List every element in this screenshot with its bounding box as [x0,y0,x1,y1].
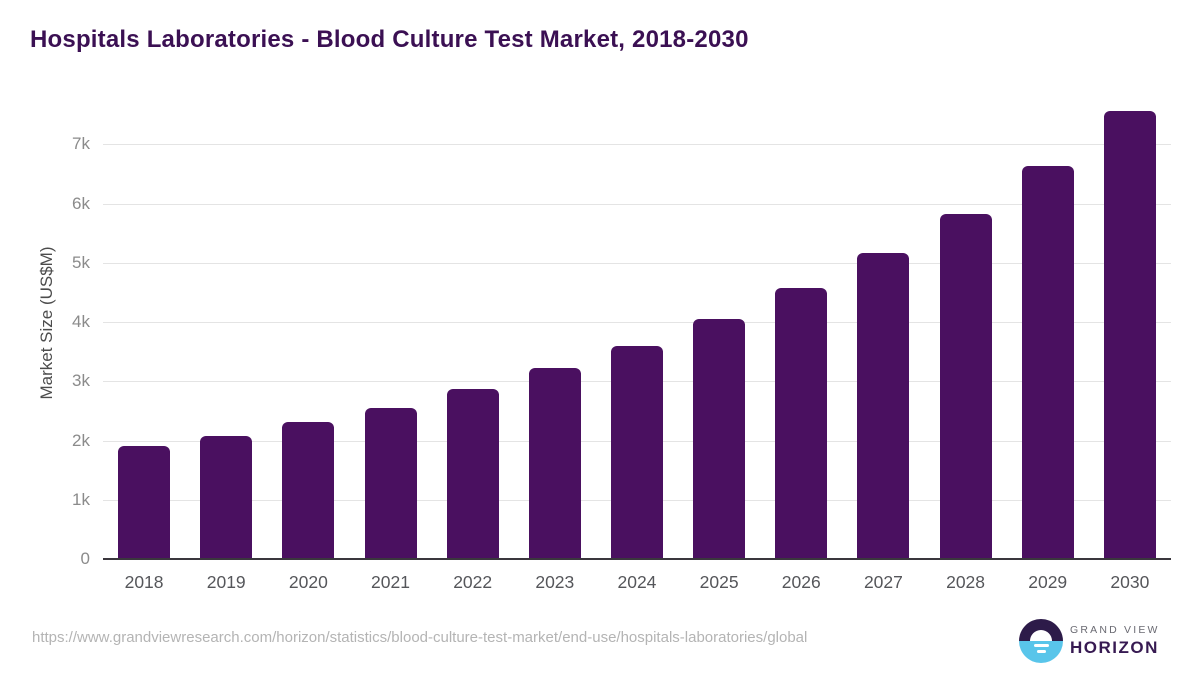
horizon-sunrise-logo-icon [1019,619,1063,663]
logo-reflection-line-1 [1033,644,1049,647]
gridline-5k [103,262,1171,264]
logo-brand-horizon: HORIZON [1070,638,1159,657]
logo-reflection-line-2 [1036,650,1046,653]
gridline-7k [103,144,1171,146]
x-tick-label-2020: 2020 [288,572,328,592]
x-tick-label-2028: 2028 [946,572,986,592]
x-tick-label-2030: 2030 [1110,572,1150,592]
y-tick-label-2k: 2k [72,430,90,450]
bar-2024[interactable] [610,345,663,559]
logo-sun-dome [1030,630,1052,641]
x-tick-label-2026: 2026 [781,572,821,592]
x-axis-line [103,558,1171,560]
bar-2025[interactable] [693,319,746,559]
x-tick-label-2024: 2024 [617,572,657,592]
x-tick-label-2021: 2021 [371,572,410,592]
y-tick-label-1k: 1k [72,489,90,509]
logo-brand-grand-view: GRAND VIEW [1070,624,1160,636]
logo-text: GRAND VIEW HORIZON [1070,624,1160,658]
x-tick-label-2027: 2027 [863,572,903,592]
x-tick-label-2025: 2025 [699,572,739,592]
y-tick-label-7k: 7k [72,134,90,154]
bar-2027[interactable] [857,252,910,559]
bar-2022[interactable] [446,388,499,559]
plot-area [103,100,1171,559]
chart-title: Hospitals Laboratories - Blood Culture T… [30,26,749,53]
grandview-horizon-logo: GRAND VIEW HORIZON [1019,619,1160,663]
bar-2019[interactable] [200,436,253,559]
bar-2018[interactable] [118,445,171,559]
x-tick-label-2022: 2022 [453,572,493,592]
gridline-6k [103,203,1171,205]
y-tick-label-6k: 6k [72,193,90,213]
y-tick-label-0: 0 [80,549,90,568]
x-tick-label-2018: 2018 [124,572,164,592]
x-tick-label-2023: 2023 [535,572,575,592]
bar-2029[interactable] [1021,165,1074,559]
y-tick-label-5k: 5k [72,252,90,272]
bar-2020[interactable] [282,422,335,559]
bar-2023[interactable] [528,368,581,559]
y-tick-label-4k: 4k [72,312,90,331]
gridline-4k [103,322,1171,323]
bar-2021[interactable] [364,407,417,559]
x-tick-label-2029: 2029 [1028,572,1068,592]
y-tick-label-3k: 3k [72,371,90,391]
bar-2028[interactable] [939,213,992,559]
source-url: https://www.grandviewresearch.com/horizo… [32,629,808,646]
x-tick-label-2019: 2019 [206,572,246,592]
bar-2030[interactable] [1103,111,1156,559]
bar-2026[interactable] [775,288,828,559]
